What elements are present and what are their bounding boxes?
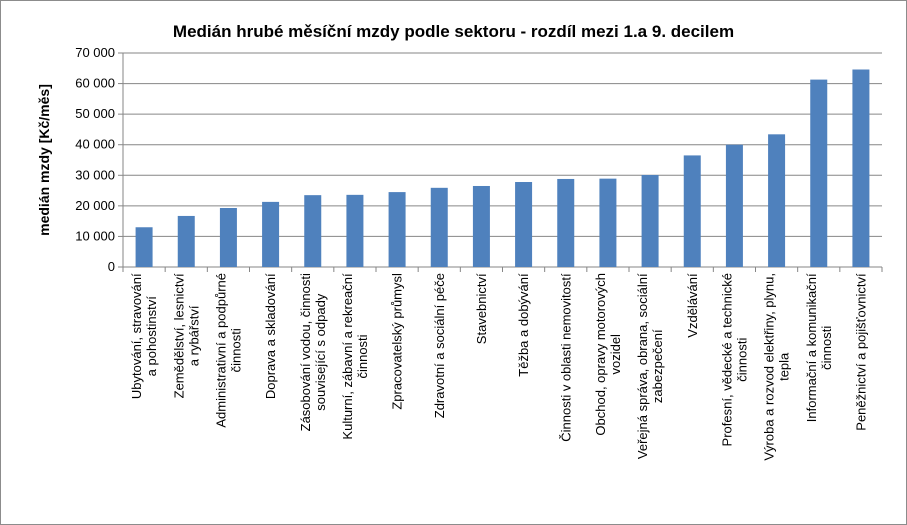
bar xyxy=(852,69,870,267)
bar xyxy=(599,178,617,267)
x-tick-label: Administrativní a podpůrnéčinnosti xyxy=(213,273,243,428)
bar xyxy=(304,195,322,267)
x-tick-label: Zásobování vodou, činnostisouvisející s … xyxy=(298,273,328,431)
x-tick-label: Zdravotní a sociální péče xyxy=(432,273,447,418)
x-tick-label: Peněžnictví a pojišťovnictví xyxy=(853,273,868,431)
bar xyxy=(557,178,575,267)
x-tick-label: Informační a komunikačníčinnosti xyxy=(804,273,834,422)
bar xyxy=(725,144,743,267)
x-tick-label: Veřejná správa, obrana, sociálnízabezpeč… xyxy=(635,273,665,459)
bar xyxy=(262,201,280,267)
x-tick-label: Vzdělávání xyxy=(685,273,700,338)
x-tick-label: Zpracovatelský průmysl xyxy=(390,273,405,410)
y-tick-label: 10 000 xyxy=(75,228,115,243)
chart-title: Medián hrubé měsíční mzdy podle sektoru … xyxy=(172,22,735,41)
x-tick-label: Ubytování, stravovánía pohostinství xyxy=(129,273,159,399)
bar xyxy=(810,79,828,268)
bar xyxy=(135,227,153,267)
bar xyxy=(177,215,195,267)
bar xyxy=(515,182,533,267)
bar xyxy=(346,194,364,267)
y-tick-label: 40 000 xyxy=(75,137,115,152)
x-tick-label: Těžba a dobývání xyxy=(516,273,531,377)
y-tick-label: 20 000 xyxy=(75,198,115,213)
x-tick-label: Činnosti v oblasti nemovitostí xyxy=(558,273,573,442)
bar xyxy=(388,192,406,267)
y-tick-label: 0 xyxy=(108,259,115,274)
bar xyxy=(641,174,659,267)
bar xyxy=(430,187,448,267)
y-tick-label: 70 000 xyxy=(75,45,115,60)
x-tick-label: Stavebnictví xyxy=(474,273,489,344)
x-tick-label: Obchod, opravy motorovýchvozidel xyxy=(593,273,623,436)
y-tick-label: 50 000 xyxy=(75,106,115,121)
bar xyxy=(768,134,786,267)
x-tick-label: Zemědělství, lesnictvía rybářství xyxy=(171,273,201,398)
x-tick-label: Doprava a skladování xyxy=(263,273,278,399)
y-tick-label: 30 000 xyxy=(75,167,115,182)
y-axis-title: medián mzdy [Kč/měs] xyxy=(36,84,52,236)
x-tick-label: Kulturní, zábavní a rekreačníčinnosti xyxy=(340,273,370,440)
bar xyxy=(472,185,490,267)
x-tick-label: Výroba a rozvod elektřiny, plynu,tepla xyxy=(762,273,792,461)
x-tick-label: Profesní, vědecké a technickéčinnosti xyxy=(719,273,749,446)
y-tick-label: 60 000 xyxy=(75,76,115,91)
bar xyxy=(219,207,237,267)
bar xyxy=(683,155,701,267)
